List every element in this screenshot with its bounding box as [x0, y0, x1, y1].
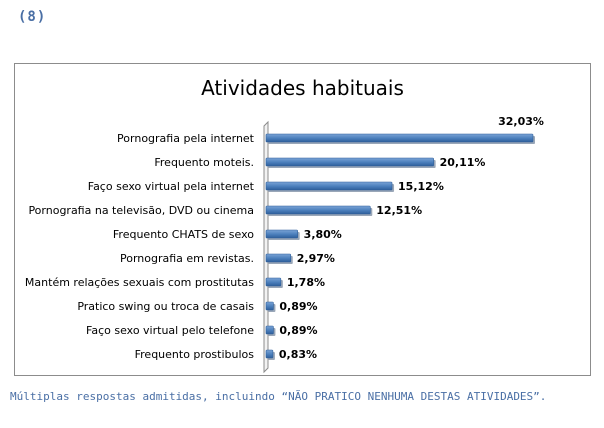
- category-label: Frequento CHATS de sexo: [113, 228, 254, 241]
- bar: [265, 325, 274, 335]
- value-label: 1,78%: [287, 276, 325, 289]
- chart-title: Atividades habituais: [201, 76, 404, 100]
- page-number: (8): [18, 9, 47, 25]
- category-label: Pornografia na televisão, DVD ou cinema: [28, 204, 254, 217]
- value-label: 12,51%: [376, 204, 422, 217]
- footnote: Múltiplas respostas admitidas, incluindo…: [10, 390, 547, 403]
- bar: [265, 157, 434, 167]
- bar: [265, 277, 282, 287]
- value-label: 0,83%: [279, 348, 317, 361]
- value-label: 3,80%: [304, 228, 342, 241]
- category-label: Frequento moteis.: [154, 156, 254, 169]
- chart-frame: Atividades habituais Pornografia pela in…: [14, 63, 591, 376]
- value-label: 0,89%: [279, 300, 317, 313]
- category-label: Frequento prostibulos: [135, 348, 255, 361]
- value-label: 32,03%: [498, 115, 544, 128]
- bar: [265, 349, 274, 359]
- category-label: Faço sexo virtual pela internet: [88, 180, 255, 193]
- category-label: Pornografia pela internet: [117, 132, 255, 145]
- value-label: 15,12%: [398, 180, 444, 193]
- bar: [265, 229, 298, 239]
- category-label: Mantém relações sexuais com prostitutas: [25, 276, 254, 289]
- bar: [265, 205, 371, 215]
- bar-chart: Pornografia pela internet 32,03% Frequento…: [25, 115, 544, 374]
- category-label: Pornografia em revistas.: [120, 252, 254, 265]
- bar: [265, 253, 292, 263]
- bar: [265, 181, 393, 191]
- value-label: 2,97%: [297, 252, 335, 265]
- value-label: 0,89%: [279, 324, 317, 337]
- value-label: 20,11%: [440, 156, 486, 169]
- category-label: Pratico swing ou troca de casais: [77, 300, 254, 313]
- category-label: Faço sexo virtual pelo telefone: [86, 324, 254, 337]
- bar: [265, 301, 274, 311]
- bar: [265, 133, 534, 143]
